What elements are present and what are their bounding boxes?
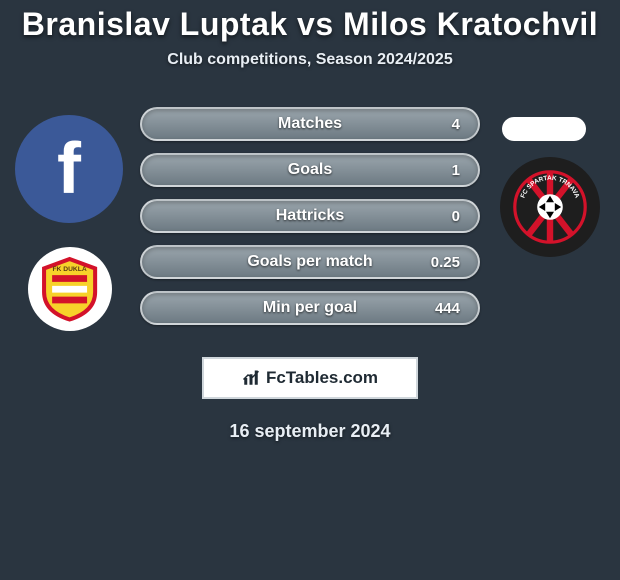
stat-label: Goals <box>142 161 478 179</box>
spartak-badge-icon: FC SPARTAK TRNAVA <box>510 167 590 247</box>
stat-label: Matches <box>142 115 478 133</box>
left-club-badge: FK DUKLA <box>28 247 112 331</box>
stat-right-value: 0.25 <box>431 254 460 271</box>
stat-right-value: 4 <box>432 116 460 133</box>
right-player-chip <box>502 117 586 141</box>
date-label: 16 september 2024 <box>0 421 620 442</box>
left-player-avatar: f <box>15 115 123 223</box>
stat-row-goals: Goals 1 <box>140 153 480 187</box>
subtitle: Club competitions, Season 2024/2025 <box>0 51 620 69</box>
stat-right-value: 0 <box>432 208 460 225</box>
right-club-badge: FC SPARTAK TRNAVA <box>500 157 600 257</box>
stat-right-value: 1 <box>432 162 460 179</box>
stat-row-matches: Matches 4 <box>140 107 480 141</box>
stat-row-mpg: Min per goal 444 <box>140 291 480 325</box>
stat-bars: Matches 4 Goals 1 Hattricks 0 Goals per … <box>140 107 480 337</box>
bar-chart-icon <box>242 369 260 387</box>
brand-text: FcTables.com <box>266 368 378 388</box>
stat-label: Min per goal <box>142 299 478 317</box>
comparison-area: f FK DUKLA <box>0 97 620 337</box>
page-title: Branislav Luptak vs Milos Kratochvil <box>0 4 620 51</box>
stat-label: Goals per match <box>142 253 478 271</box>
brand-box[interactable]: FcTables.com <box>202 357 418 399</box>
stat-label: Hattricks <box>142 207 478 225</box>
facebook-placeholder-icon: f <box>57 128 81 210</box>
svg-text:FK DUKLA: FK DUKLA <box>53 267 87 274</box>
dukla-badge-icon: FK DUKLA <box>36 255 103 322</box>
stat-row-gpm: Goals per match 0.25 <box>140 245 480 279</box>
stat-right-value: 444 <box>432 300 460 317</box>
stat-row-hattricks: Hattricks 0 <box>140 199 480 233</box>
widget-container: Branislav Luptak vs Milos Kratochvil Clu… <box>0 0 620 580</box>
